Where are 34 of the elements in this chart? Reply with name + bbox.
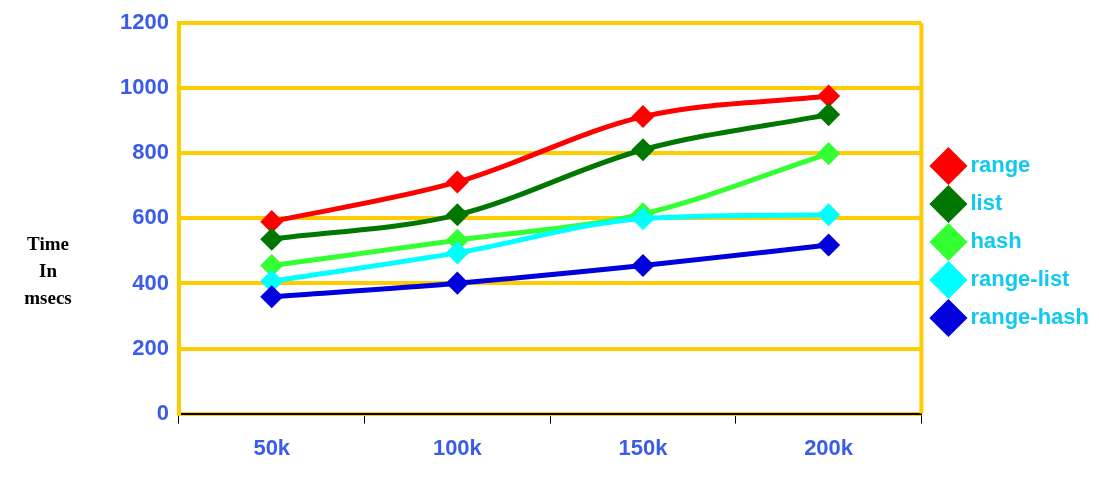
point — [261, 228, 283, 250]
point — [261, 286, 283, 308]
y-tick-label: 1200 — [119, 9, 169, 35]
legend-label: hash — [970, 228, 1022, 254]
point — [446, 204, 468, 226]
point — [818, 143, 840, 165]
point — [818, 104, 840, 126]
x-tick-label: 150k — [618, 434, 669, 460]
point — [632, 255, 654, 277]
point — [818, 204, 840, 226]
y-axis-title: Time In msecs — [23, 232, 73, 310]
point — [261, 270, 283, 292]
point — [261, 211, 283, 233]
point — [446, 171, 468, 193]
legend-label: range-hash — [970, 304, 1090, 330]
point — [446, 272, 468, 294]
point — [818, 85, 840, 107]
point — [632, 208, 654, 230]
y-tick-label: 0 — [156, 399, 169, 425]
y-tick-label: 1000 — [119, 74, 169, 100]
legend-label: range — [970, 152, 1031, 178]
legend-label: list — [970, 190, 1003, 216]
point — [632, 106, 654, 128]
point — [632, 139, 654, 161]
point — [446, 242, 468, 264]
y-tick-label: 400 — [132, 269, 169, 295]
legend-label: range-list — [970, 266, 1071, 292]
x-tick-label: 100k — [432, 434, 483, 460]
y-tick-label: 600 — [132, 204, 169, 230]
y-tick-label: 800 — [132, 139, 169, 165]
point — [818, 234, 840, 256]
x-tick-label: 50k — [253, 434, 291, 460]
x-tick-label: 200k — [804, 434, 854, 460]
y-tick-label: 200 — [132, 334, 169, 360]
